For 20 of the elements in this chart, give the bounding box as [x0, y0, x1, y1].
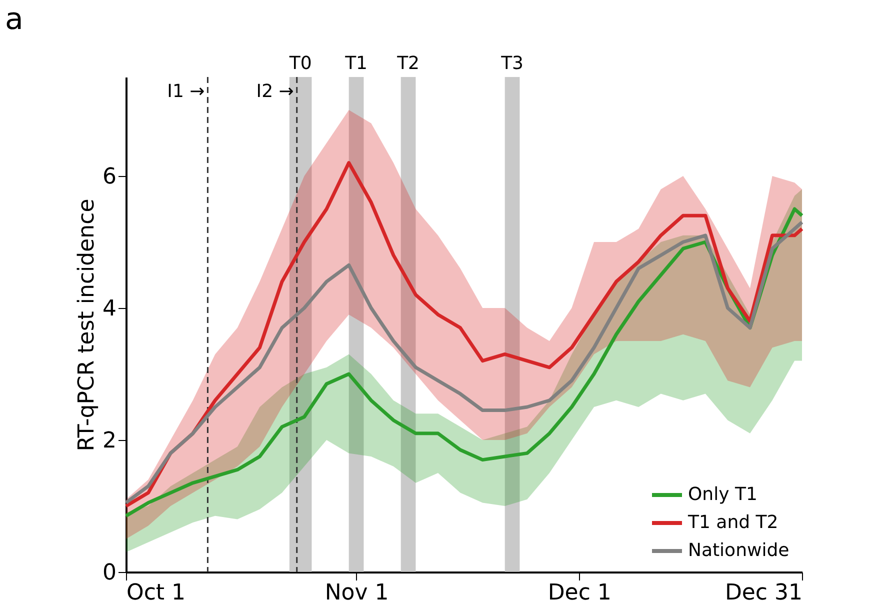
ref-line-label: I1 →: [167, 81, 205, 102]
y-tick-label: 6: [102, 164, 116, 190]
chart-title: a: [5, 2, 24, 37]
band-label: T0: [288, 53, 312, 74]
x-tick-label: Oct 1: [126, 580, 186, 606]
x-tick-label: Dec 31: [724, 580, 802, 606]
band-label: T1: [344, 53, 368, 74]
y-axis-title: RT-qPCR test incidence: [74, 198, 100, 452]
ref-line-label: I2 →: [256, 81, 294, 102]
y-tick-label: 2: [102, 428, 116, 454]
line-series: [124, 161, 804, 508]
y-tick-label: 4: [102, 296, 116, 322]
x-tick-label: Nov 1: [324, 580, 389, 606]
band-label: T3: [500, 53, 524, 74]
legend-label: T1 and T2: [687, 512, 778, 533]
legend-label: Only T1: [688, 484, 758, 505]
legend-label: Nationwide: [688, 540, 790, 561]
x-tick-label: Dec 1: [548, 580, 612, 606]
y-tick-label: 0: [102, 560, 116, 586]
band-label: T2: [396, 53, 420, 74]
